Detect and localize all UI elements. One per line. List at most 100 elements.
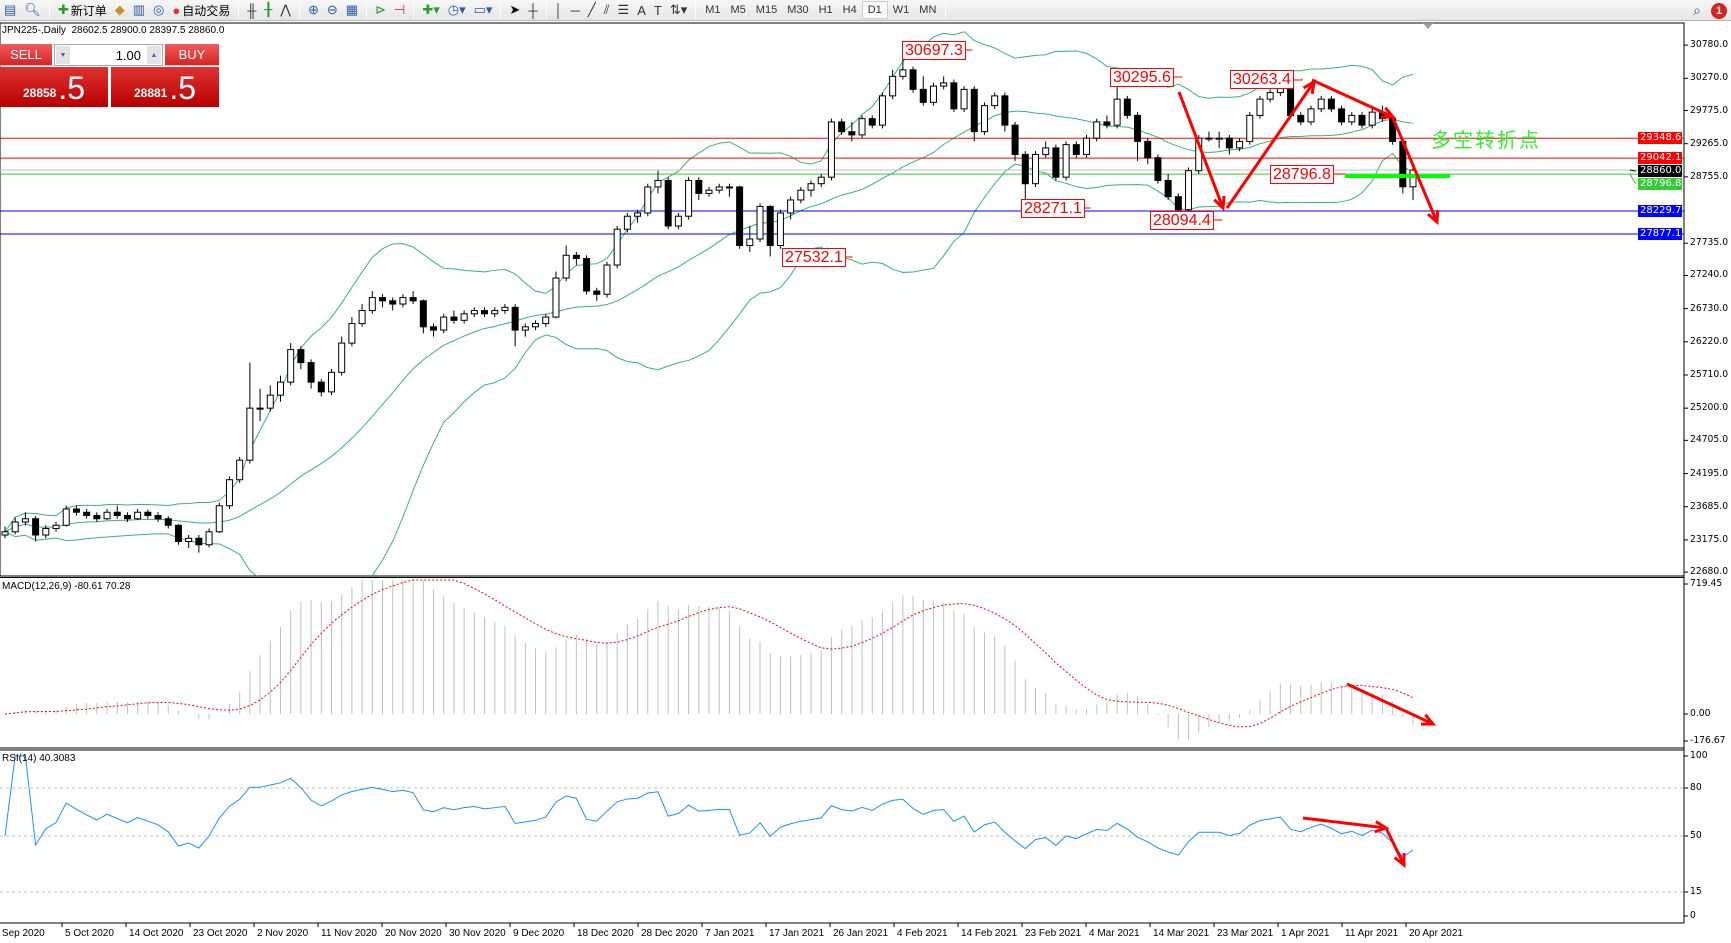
- candle: [654, 170, 662, 194]
- candle-body: [919, 88, 927, 103]
- candle: [62, 505, 70, 527]
- auto-scroll-icon[interactable]: ⊳: [375, 2, 386, 17]
- price-annotation[interactable]: 30697.3: [902, 41, 966, 60]
- timeframe-h1[interactable]: H1: [818, 4, 833, 16]
- price-annotation[interactable]: 27532.1: [782, 248, 846, 267]
- trend-arrow-head: [1213, 195, 1226, 212]
- zoom-in-icon[interactable]: ⊕: [307, 2, 319, 17]
- vertical-line-icon[interactable]: │: [554, 2, 563, 18]
- candle-body: [991, 95, 999, 107]
- candle-body: [603, 264, 611, 295]
- price-level-label-connector: [1629, 173, 1637, 185]
- candle-body: [1266, 92, 1274, 100]
- timeframe-h4[interactable]: H4: [842, 4, 857, 16]
- candle: [1103, 115, 1111, 129]
- horizontal-line-icon[interactable]: ─: [570, 2, 580, 18]
- price-annotation[interactable]: 28796.8: [1270, 165, 1334, 184]
- timeframe-m1[interactable]: M1: [705, 4, 721, 16]
- candlestick-icon[interactable]: ╂: [264, 2, 273, 17]
- new-chart-icon[interactable]: ▤: [4, 2, 17, 17]
- price-annotation[interactable]: 28271.1: [1021, 199, 1085, 218]
- candle-body: [1185, 170, 1193, 211]
- date-label: 14 Mar 2021: [1153, 928, 1210, 939]
- timeframe-m5[interactable]: M5: [730, 4, 746, 16]
- price-annotation[interactable]: 30295.6: [1110, 68, 1174, 87]
- timeframe-m30[interactable]: M30: [787, 4, 809, 16]
- candle-body: [1062, 144, 1070, 178]
- buy-button[interactable]: BUY: [165, 44, 219, 66]
- candle-body: [103, 511, 111, 520]
- timeframe-mn[interactable]: MN: [919, 4, 937, 16]
- bar-chart-icon[interactable]: ╫: [247, 2, 257, 18]
- cursor-icon[interactable]: ➤: [509, 2, 521, 17]
- candle: [1297, 112, 1305, 126]
- tile-windows-icon[interactable]: ▦: [345, 2, 359, 17]
- candle: [389, 297, 397, 311]
- candle: [1185, 167, 1193, 213]
- sell-button[interactable]: SELL: [0, 44, 52, 66]
- candle-body: [430, 326, 438, 331]
- date-label: 20 Apr 2021: [1409, 928, 1463, 939]
- candle-body: [368, 297, 376, 312]
- crosshair-icon[interactable]: ┼: [528, 2, 538, 18]
- candle: [583, 255, 591, 295]
- search-icon[interactable]: ⌕: [1693, 2, 1701, 18]
- candle-body: [144, 511, 152, 516]
- metaeditor-icon[interactable]: ◆: [114, 2, 125, 17]
- auto-trading-button[interactable]: ● 自动交易: [168, 1, 234, 20]
- text-icon[interactable]: A: [637, 2, 646, 18]
- candle: [297, 346, 305, 370]
- macd-header: MACD(12,26,9) -80.61 70.28: [2, 581, 131, 592]
- new-order-button[interactable]: ✚ 新订单: [54, 1, 111, 20]
- navigator-icon[interactable]: ▥: [132, 2, 146, 17]
- templates-icon[interactable]: ▭▾: [473, 2, 493, 17]
- profiles-icon[interactable]: 🔍︎: [24, 2, 41, 17]
- candle: [491, 307, 499, 318]
- lot-decrease-button[interactable]: ▼: [56, 46, 70, 64]
- signals-icon[interactable]: ◎: [153, 2, 165, 17]
- candle: [909, 66, 917, 93]
- indicators-icon[interactable]: ✚▾: [422, 2, 440, 17]
- candle: [827, 118, 835, 181]
- lot-input[interactable]: 1.00: [115, 47, 141, 63]
- candle-body: [256, 407, 264, 410]
- candle-body: [848, 131, 856, 136]
- chart-shift-icon[interactable]: ⊣: [393, 2, 406, 17]
- buy-price-main: 28881: [133, 86, 168, 100]
- turning-point-label[interactable]: 多空转折点: [1431, 128, 1541, 152]
- channel-icon[interactable]: ⫽: [603, 2, 610, 17]
- candle: [695, 177, 703, 200]
- macd-tick-label: -176.67: [1690, 735, 1726, 746]
- candle: [1123, 95, 1131, 119]
- lot-increase-button[interactable]: ▲: [147, 46, 161, 64]
- candle-body: [440, 316, 448, 331]
- price-annotation[interactable]: 30263.4: [1230, 70, 1294, 89]
- buy-price-button[interactable]: 28881 .5: [111, 67, 219, 107]
- lot-stepper[interactable]: ▼ 1.00 ▲: [54, 44, 163, 66]
- zoom-out-icon[interactable]: ⊖: [326, 2, 338, 17]
- candle-body: [11, 521, 19, 533]
- notification-badge[interactable]: 1: [1711, 2, 1727, 19]
- timeframe-m15[interactable]: M15: [755, 4, 778, 16]
- fibonacci-icon[interactable]: ☰: [617, 2, 630, 17]
- macd-tick-label: 0.00: [1690, 708, 1711, 719]
- line-chart-icon[interactable]: ⋀: [280, 2, 291, 17]
- timeframe-w1[interactable]: W1: [892, 4, 910, 16]
- periods-icon[interactable]: ◷▾: [447, 2, 466, 17]
- text-label-icon[interactable]: T: [653, 2, 662, 18]
- candle-body: [889, 75, 897, 97]
- arrows-icon[interactable]: ⇅▾: [669, 2, 688, 17]
- candle: [746, 225, 754, 253]
- candle-body: [511, 306, 519, 331]
- candle: [807, 180, 815, 197]
- trendline-icon[interactable]: ╱: [587, 2, 596, 17]
- trend-arrow: [1311, 78, 1394, 119]
- candle: [1236, 138, 1244, 152]
- timeframe-d1[interactable]: D1: [861, 1, 888, 19]
- candle: [613, 225, 621, 269]
- price-level-label: 29042.1: [1638, 152, 1682, 165]
- sell-price-button[interactable]: 28858 .5: [0, 67, 108, 107]
- date-label: 14 Feb 2021: [961, 928, 1018, 939]
- price-annotation[interactable]: 28094.4: [1150, 211, 1214, 230]
